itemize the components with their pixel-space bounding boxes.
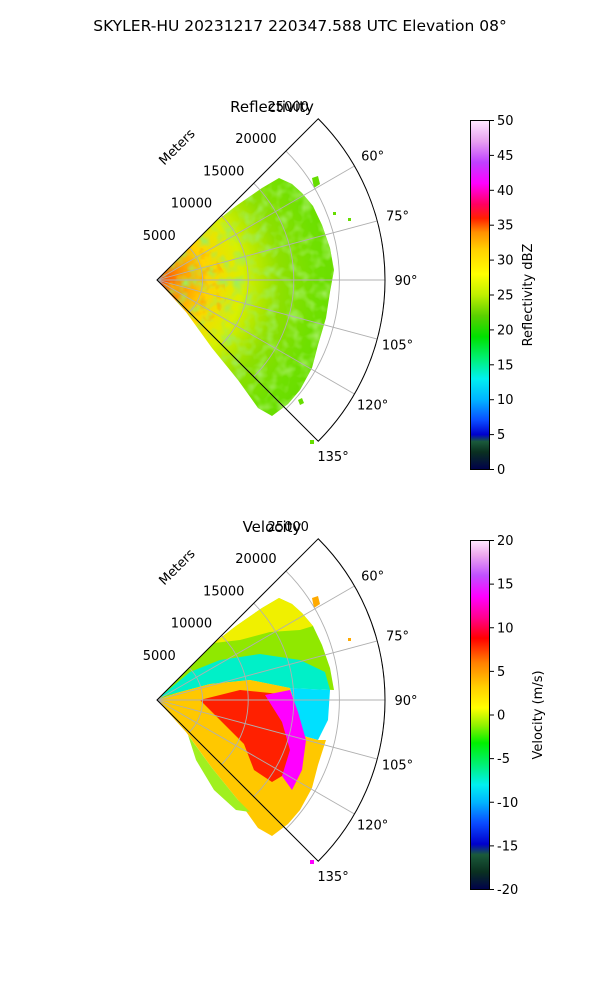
velocity-colorbar-label: Velocity (m/s) <box>531 670 546 759</box>
vel-range-tick-label: 25000 <box>268 520 309 535</box>
refl-azimuth-spoke <box>156 279 355 395</box>
refl-range-tick-label: 10000 <box>171 197 212 212</box>
refl-range-tick-label: 20000 <box>235 132 276 147</box>
velocity-magenta-core <box>265 690 306 790</box>
velocity-colorbar: -20 -15 -10 -5 0 5 10 15 20 Velocity (m/s) <box>470 534 546 898</box>
reflectivity-colorbar: 0 5 10 15 20 25 30 35 40 45 50 Reflectivity dBZ <box>470 114 536 478</box>
refl-azimuth-tick-label: 135° <box>317 450 348 465</box>
vel-azimuth-spoke <box>156 699 355 815</box>
reflectivity-frame <box>156 118 386 442</box>
vel-colorbar-tick-label: 10 <box>497 621 514 636</box>
reflectivity-panel: Reflectivity Meters 5000 10000 15000 20000 2… <box>143 98 536 478</box>
refl-colorbar-tick-label: 20 <box>497 323 514 338</box>
reflectivity-radial-label: Meters <box>157 126 199 168</box>
velocity-yellow-band <box>214 598 313 643</box>
velocity-azimuth-tick-labels: 60° 75° 90° 105° 120° 135° <box>317 570 417 886</box>
refl-colorbar-tick-label: 40 <box>497 184 514 199</box>
figure-title: SKYLER-HU 20231217 220347.588 UTC Elevat… <box>93 17 507 35</box>
vel-azimuth-tick-label: 105° <box>382 758 413 773</box>
refl-sector-frame <box>156 118 386 442</box>
vel-azimuth-tick-label: 135° <box>317 870 348 885</box>
refl-azimuth-spoke <box>156 220 378 281</box>
vel-colorbar-tick-label: 5 <box>497 665 505 680</box>
refl-colorbar-tick-label: 10 <box>497 393 514 408</box>
velocity-panel: Velocity Meters 5000 10000 15000 20000 25000… <box>143 518 546 898</box>
reflectivity-azimuth-tick-labels: 60° 75° 90° 105° 120° 135° <box>317 150 417 466</box>
refl-range-tick-label: 15000 <box>203 164 244 179</box>
reflectivity-echo-field <box>157 176 351 444</box>
vel-colorbar-tick-label: -10 <box>497 796 518 811</box>
vel-azimuth-tick-label: 60° <box>361 570 384 585</box>
refl-colorbar-tick-label: 5 <box>497 428 505 443</box>
vel-azimuth-tick-label: 90° <box>394 694 417 709</box>
refl-azimuth-tick-label: 105° <box>382 338 413 353</box>
refl-colorbar-tick-label: 35 <box>497 219 514 234</box>
vel-range-tick-label: 5000 <box>143 649 176 664</box>
velocity-range-tick-labels: 5000 10000 15000 20000 25000 <box>143 520 309 664</box>
vel-colorbar-tick-label: 20 <box>497 534 514 549</box>
velocity-echo-field <box>157 596 351 864</box>
refl-azimuth-tick-label: 120° <box>357 399 388 414</box>
refl-colorbar-tick-label: 30 <box>497 254 514 269</box>
velocity-red-core <box>200 690 300 782</box>
velocity-frame <box>156 538 386 862</box>
refl-azimuth-tick-label: 90° <box>394 274 417 289</box>
refl-range-tick-label: 25000 <box>268 100 309 115</box>
vel-range-tick-label: 20000 <box>235 552 276 567</box>
vel-azimuth-tick-label: 75° <box>386 630 409 645</box>
velocity-colorbar-ticks: -20 -15 -10 -5 0 5 10 15 20 <box>489 534 518 898</box>
reflectivity-title: Reflectivity <box>230 98 314 116</box>
refl-azimuth-tick-label: 75° <box>386 210 409 225</box>
velocity-outlier-north <box>312 596 351 641</box>
reflectivity-outlier-north <box>312 176 351 221</box>
reflectivity-colorbar-bar <box>470 120 490 470</box>
vel-range-tick-label: 15000 <box>203 584 244 599</box>
refl-colorbar-tick-label: 50 <box>497 114 514 129</box>
vel-azimuth-tick-label: 120° <box>357 819 388 834</box>
refl-colorbar-tick-label: 25 <box>497 289 514 304</box>
vel-colorbar-tick-label: 0 <box>497 709 505 724</box>
velocity-colorbar-bar <box>470 540 490 890</box>
vel-azimuth-spoke <box>156 585 355 701</box>
reflectivity-outlier-south <box>298 398 314 444</box>
vel-sector-frame <box>156 538 386 862</box>
reflectivity-colorbar-ticks: 0 5 10 15 20 25 30 35 40 45 50 <box>489 114 514 478</box>
velocity-outlier-south <box>310 860 314 864</box>
reflectivity-colorbar-label: Reflectivity dBZ <box>521 244 536 347</box>
refl-colorbar-tick-label: 15 <box>497 358 514 373</box>
velocity-radial-label: Meters <box>157 546 199 588</box>
velocity-title: Velocity <box>243 518 302 536</box>
refl-colorbar-tick-label: 0 <box>497 463 505 478</box>
vel-colorbar-tick-label: -20 <box>497 883 518 898</box>
vel-colorbar-tick-label: 15 <box>497 578 514 593</box>
vel-azimuth-spoke <box>156 640 378 701</box>
reflectivity-range-tick-labels: 5000 10000 15000 20000 25000 <box>143 100 309 244</box>
refl-azimuth-spoke <box>156 165 355 281</box>
reflectivity-echo-core-speckle <box>157 246 226 322</box>
vel-range-tick-label: 10000 <box>171 617 212 632</box>
refl-colorbar-tick-label: 45 <box>497 149 514 164</box>
refl-azimuth-spoke <box>156 279 378 340</box>
vel-colorbar-tick-label: -15 <box>497 839 518 854</box>
refl-azimuth-tick-label: 60° <box>361 150 384 165</box>
refl-range-tick-label: 5000 <box>143 229 176 244</box>
vel-colorbar-tick-label: -5 <box>497 752 510 767</box>
vel-azimuth-spoke <box>156 699 378 760</box>
